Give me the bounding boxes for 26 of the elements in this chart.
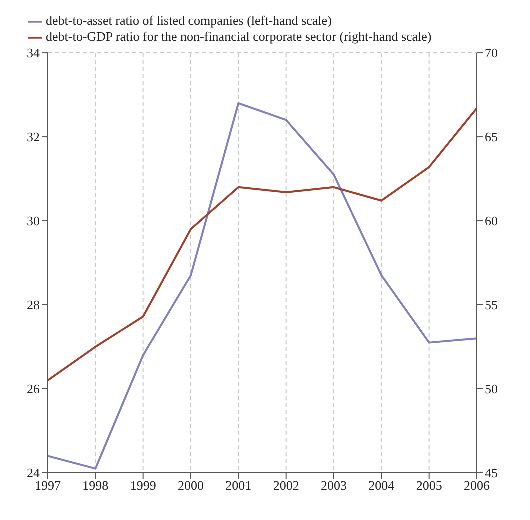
- y-tick-label: 30: [27, 214, 40, 229]
- x-tick-label: 2002: [273, 478, 300, 494]
- legend-label: debt-to-GDP ratio for the non-financial corporate sector (right-hand scale): [46, 29, 432, 44]
- y2-tick-label: 70: [485, 46, 498, 61]
- y2-tick-label: 60: [485, 214, 498, 229]
- y2-tick-label: 65: [485, 130, 498, 145]
- x-tick-label: 1999: [130, 478, 156, 494]
- x-tick-label: 2000: [178, 478, 204, 494]
- x-tick-label: 2001: [226, 478, 252, 494]
- y2-tick-label: 50: [485, 382, 498, 397]
- y-tick-label: 26: [27, 382, 40, 397]
- line-series: [47, 107, 478, 382]
- x-tick-label: 2005: [416, 478, 442, 494]
- y-tick-label: 24: [27, 466, 40, 481]
- y-tick-label: 32: [27, 130, 40, 145]
- x-tick-label: 1998: [82, 478, 109, 494]
- y2-tick-label: 55: [485, 298, 498, 313]
- legend-label: debt-to-asset ratio of listed companies (left-hand scale): [46, 13, 332, 28]
- x-tick-label: 1997: [35, 478, 62, 494]
- y-tick-label: 34: [27, 46, 40, 61]
- line-series: [47, 102, 478, 470]
- x-tick-label: 2004: [368, 478, 396, 494]
- x-tick-label: 2003: [321, 478, 347, 494]
- x-tick-label: 2006: [464, 478, 490, 494]
- y-tick-label: 28: [27, 298, 40, 313]
- y2-tick-label: 45: [485, 466, 498, 481]
